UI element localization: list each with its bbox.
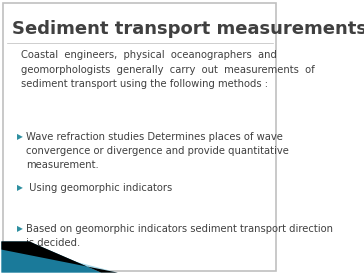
- Polygon shape: [1, 250, 217, 273]
- Polygon shape: [1, 241, 118, 273]
- Text: Using geomorphic indicators: Using geomorphic indicators: [26, 183, 173, 193]
- Text: Sediment transport measurements: Sediment transport measurements: [12, 20, 364, 38]
- Polygon shape: [1, 241, 101, 273]
- FancyBboxPatch shape: [3, 3, 277, 271]
- Text: Coastal  engineers,  physical  oceanographers  and
geomorphologists  generally  : Coastal engineers, physical oceanographe…: [21, 50, 314, 89]
- Text: Based on geomorphic indicators sediment transport direction
is decided.: Based on geomorphic indicators sediment …: [26, 224, 333, 248]
- Text: ▶: ▶: [17, 132, 23, 141]
- Text: ▶: ▶: [17, 224, 23, 233]
- Text: ▶: ▶: [17, 183, 23, 192]
- Text: Wave refraction studies Determines places of wave
convergence or divergence and : Wave refraction studies Determines place…: [26, 132, 289, 170]
